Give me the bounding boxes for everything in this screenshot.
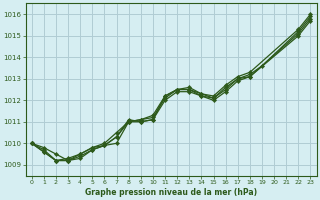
X-axis label: Graphe pression niveau de la mer (hPa): Graphe pression niveau de la mer (hPa) [85, 188, 257, 197]
